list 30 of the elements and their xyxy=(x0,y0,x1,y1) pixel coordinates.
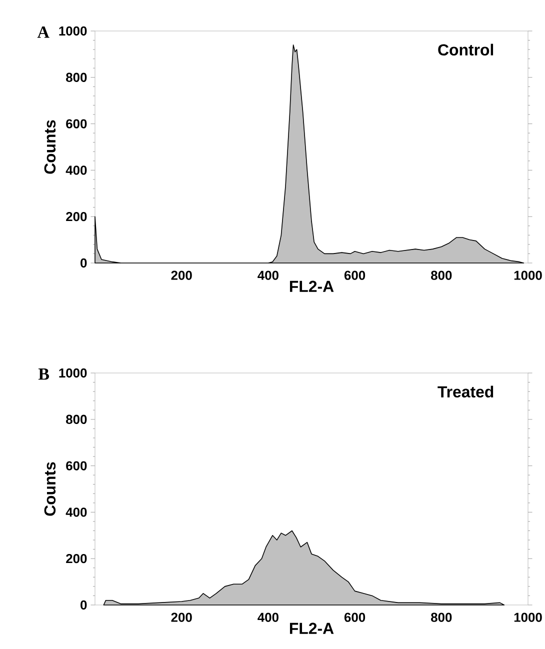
x-tick-label: 1000 xyxy=(514,612,542,622)
x-tick-label: 800 xyxy=(431,270,452,280)
y-tick-label: 0 xyxy=(80,600,87,610)
y-tick-label: 600 xyxy=(66,461,87,470)
y-axis-title: Counts xyxy=(44,462,56,516)
x-tick-label: 200 xyxy=(171,612,192,622)
x-axis-title: FL2-A xyxy=(290,280,334,292)
annotation: Control xyxy=(438,44,494,56)
y-tick-label: 800 xyxy=(66,72,87,82)
x-tick-label: 600 xyxy=(344,270,366,280)
y-tick-label: 200 xyxy=(66,554,87,564)
x-tick-label: 800 xyxy=(431,612,452,622)
y-tick-label: 400 xyxy=(66,166,87,175)
x-tick-label: 400 xyxy=(258,270,278,280)
y-tick-label: 1000 xyxy=(59,368,87,378)
annotation: Treated xyxy=(438,386,494,398)
x-tick-label: 200 xyxy=(171,270,192,280)
y-tick-label: 200 xyxy=(66,212,87,222)
y-tick-label: 1000 xyxy=(59,26,87,36)
y-tick-label: 0 xyxy=(80,258,87,268)
y-tick-label: 800 xyxy=(66,414,87,424)
x-axis-title: FL2-A xyxy=(290,622,334,634)
x-tick-label: 600 xyxy=(344,612,366,622)
chart-title: A xyxy=(37,26,50,38)
y-tick-label: 600 xyxy=(66,119,87,128)
x-tick-label: 400 xyxy=(258,612,278,622)
y-tick-label: 400 xyxy=(66,508,87,517)
chart-title: B xyxy=(38,368,50,380)
x-tick-label: 1000 xyxy=(514,270,542,280)
y-axis-title: Counts xyxy=(44,120,56,174)
